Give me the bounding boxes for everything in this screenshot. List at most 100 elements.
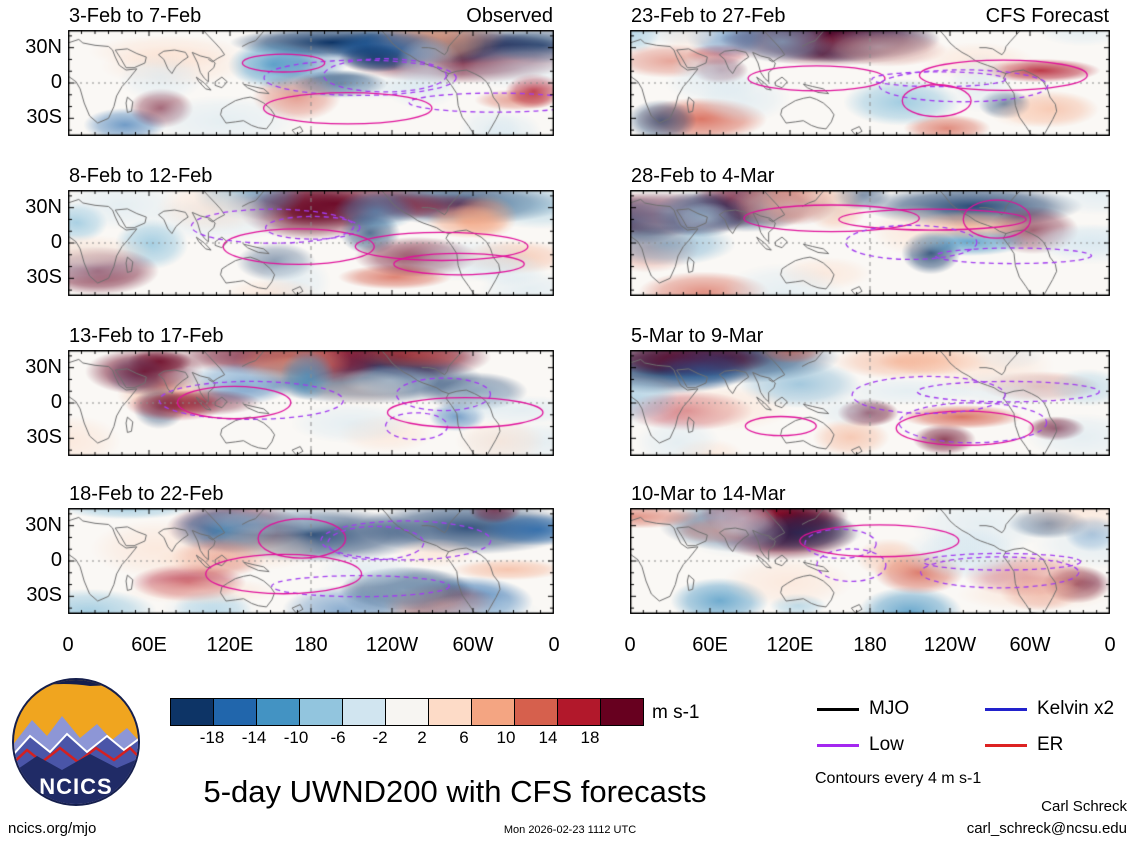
colorbar-tick-label: 2: [417, 728, 427, 747]
contour-interval-note: Contours every 4 m s-1: [815, 770, 982, 787]
map-panel-forecast-4: 10-Mar to 14-Mar: [630, 480, 1110, 614]
lon-label: 120W: [923, 634, 977, 656]
lon-label: 0: [62, 634, 74, 656]
panel-title: 23-Feb to 27-Feb: [631, 5, 786, 27]
lon-label: 60E: [131, 634, 167, 656]
panel-title: 8-Feb to 12-Feb: [69, 165, 213, 187]
er-line-swatch: [985, 743, 1027, 747]
colorbar-tick-label: -6: [330, 728, 346, 747]
timestamp: Mon 2026-02-23 1112 UTC: [503, 824, 637, 836]
legend-item-mjo: MJO: [817, 698, 909, 720]
logo-text: NCICS: [39, 774, 112, 799]
lat-label-30s: 30S: [26, 106, 62, 128]
panel-title: 13-Feb to 17-Feb: [69, 325, 224, 347]
panel-title: 18-Feb to 22-Feb: [69, 483, 224, 505]
lon-label: 60W: [452, 634, 494, 656]
panel-header: 3-Feb to 7-Feb Observed: [68, 2, 554, 28]
colorbar-tick-label: -14: [241, 728, 267, 747]
panel-header: 5-Mar to 9-Mar: [630, 322, 1110, 348]
colorbar-tick-label: 6: [459, 728, 469, 747]
map-panel-observed-1: 3-Feb to 7-Feb Observed: [68, 2, 554, 136]
map-canvas: [68, 350, 554, 456]
colorbar-tick-label: -10: [283, 728, 309, 747]
lat-label-30s: 30S: [26, 426, 62, 448]
lat-label-eq: 0: [50, 549, 62, 571]
map-panel-forecast-1: 23-Feb to 27-Feb CFS Forecast: [630, 2, 1110, 136]
ncics-logo: NCICS: [12, 678, 140, 806]
lon-label: 60E: [692, 634, 728, 656]
colorbar-tick-label: 18: [580, 728, 600, 747]
lon-label: 180: [853, 634, 887, 656]
column-header-observed: Observed: [466, 5, 553, 27]
legend-item-er: ER: [985, 734, 1063, 756]
low-line-swatch: [817, 743, 859, 747]
lon-label: 0: [548, 634, 560, 656]
colorbar-tick-label: 14: [538, 728, 558, 747]
site-url: ncics.org/mjo: [8, 820, 97, 837]
map-panel-forecast-2: 28-Feb to 4-Mar: [630, 162, 1110, 296]
legend-item-kelvin: Kelvin x2: [985, 698, 1114, 720]
lat-label-eq: 0: [50, 71, 62, 93]
colorbar-units: m s-1: [652, 702, 700, 723]
column-header-cfs-forecast: CFS Forecast: [985, 5, 1109, 27]
panel-header: 18-Feb to 22-Feb: [68, 480, 554, 506]
map-canvas: [68, 30, 554, 136]
author-email: carl_schreck@ncsu.edu: [966, 820, 1127, 837]
panel-title: 3-Feb to 7-Feb: [69, 5, 202, 27]
lon-label: 60W: [1009, 634, 1051, 656]
lat-label-30n: 30N: [25, 514, 62, 536]
lon-label: 120E: [766, 634, 814, 656]
colorbar-cell: [385, 699, 428, 725]
lat-label-eq: 0: [50, 231, 62, 253]
lat-label-30n: 30N: [25, 196, 62, 218]
colorbar-cell: [171, 699, 213, 725]
colorbar-tick-label: -2: [372, 728, 388, 747]
colorbar-cell: [213, 699, 256, 725]
lat-label-30s: 30S: [26, 266, 62, 288]
colorbar-cell: [514, 699, 557, 725]
colorbar-tick-label: -18: [199, 728, 225, 747]
panel-header: 8-Feb to 12-Feb: [68, 162, 554, 188]
page-title: 5-day UWND200 with CFS forecasts: [203, 774, 707, 809]
map-canvas: [630, 30, 1110, 136]
mjo-line-swatch: [817, 707, 859, 711]
legend-item-low: Low: [817, 734, 904, 756]
kelvin-line-swatch: [985, 707, 1027, 711]
legend-label: Kelvin x2: [1037, 698, 1115, 719]
lon-label: 120E: [206, 634, 254, 656]
panel-title: 5-Mar to 9-Mar: [631, 325, 764, 347]
map-canvas: [630, 190, 1110, 296]
lat-label-30n: 30N: [25, 356, 62, 378]
map-canvas: [630, 350, 1110, 456]
lat-label-eq: 0: [50, 391, 62, 413]
map-canvas: [68, 190, 554, 296]
map-panel-observed-4: 18-Feb to 22-Feb: [68, 480, 554, 614]
legend-label: MJO: [869, 698, 910, 719]
colorbar-tick-label: 10: [496, 728, 516, 747]
lat-label-30s: 30S: [26, 584, 62, 606]
legend-label: Low: [869, 734, 904, 755]
colorbar-cell: [299, 699, 342, 725]
panel-title: 10-Mar to 14-Mar: [631, 483, 786, 505]
colorbar-cell: [256, 699, 299, 725]
colorbar-cell: [342, 699, 385, 725]
colorbar: [170, 698, 644, 726]
panel-header: 23-Feb to 27-Feb CFS Forecast: [630, 2, 1110, 28]
map-panel-observed-3: 13-Feb to 17-Feb: [68, 322, 554, 456]
lat-label-30n: 30N: [25, 36, 62, 58]
map-panel-observed-2: 8-Feb to 12-Feb: [68, 162, 554, 296]
lon-label: 0: [624, 634, 636, 656]
map-canvas: [630, 508, 1110, 614]
map-canvas: [68, 508, 554, 614]
colorbar-cell: [600, 699, 643, 725]
colorbar-cell: [471, 699, 514, 725]
lon-label: 0: [1104, 634, 1116, 656]
lon-label: 120W: [365, 634, 419, 656]
colorbar-cell: [557, 699, 600, 725]
colorbar-cell: [428, 699, 471, 725]
map-panel-forecast-3: 5-Mar to 9-Mar: [630, 322, 1110, 456]
panel-header: 28-Feb to 4-Mar: [630, 162, 1110, 188]
legend-label: ER: [1037, 734, 1064, 755]
panel-header: 10-Mar to 14-Mar: [630, 480, 1110, 506]
